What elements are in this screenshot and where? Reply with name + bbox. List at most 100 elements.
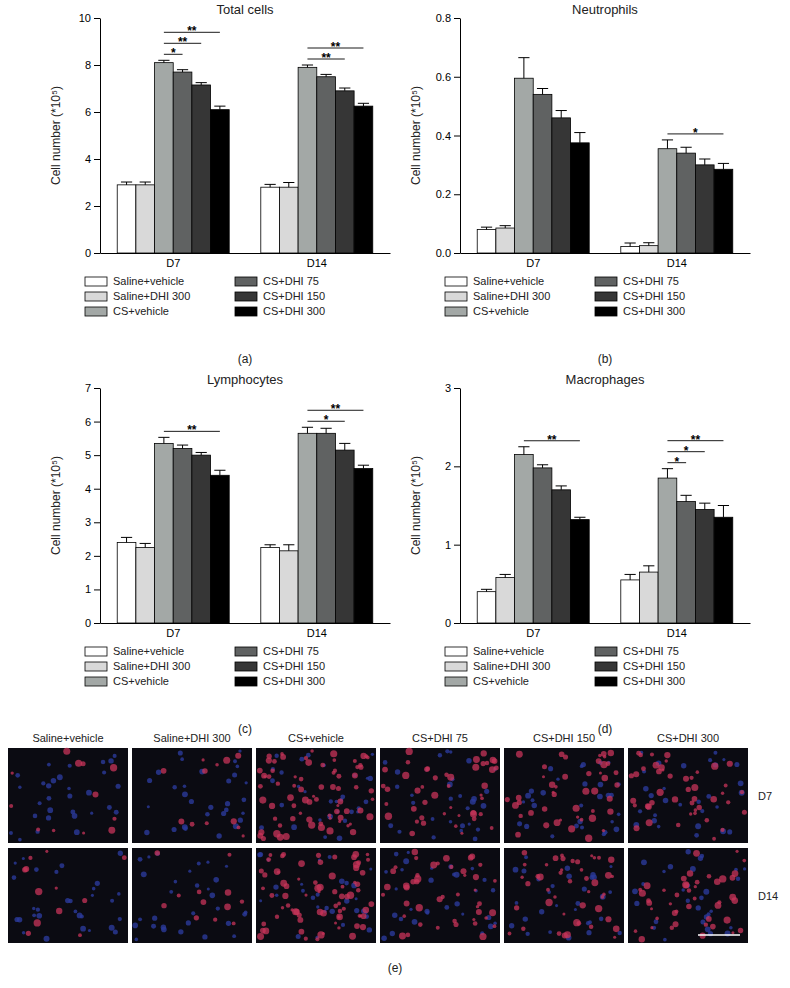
stained-cell — [589, 924, 594, 929]
stained-cell — [313, 880, 318, 885]
panel: LymphocytesCell number (*10⁵)01234567D7D… — [49, 372, 391, 736]
nucleus — [634, 901, 639, 906]
stained-cell — [34, 919, 41, 926]
stained-cell — [242, 834, 245, 837]
stained-cell — [472, 918, 475, 921]
stained-cell — [412, 849, 419, 856]
nucleus — [392, 913, 397, 918]
stained-cell — [356, 888, 360, 892]
error-bar — [145, 543, 146, 547]
stained-cell — [520, 876, 523, 879]
error-bar — [561, 111, 562, 118]
nucleus — [407, 851, 410, 854]
nucleus — [388, 823, 393, 828]
stained-cell — [304, 756, 308, 760]
panel-label: (e) — [388, 961, 403, 975]
tick-label: 10 — [79, 12, 91, 24]
nucleus — [36, 913, 42, 919]
legend-item: CS+vehicle — [445, 305, 529, 317]
legend: Saline+vehicleSaline+DHI 300CS+vehicleCS… — [445, 645, 685, 687]
stained-cell — [110, 764, 117, 771]
stained-cell — [517, 800, 522, 805]
nucleus — [706, 794, 711, 799]
significance-label: * — [171, 46, 176, 60]
tick-mark — [454, 18, 460, 19]
legend-swatch — [235, 292, 257, 301]
stained-cell — [742, 810, 747, 815]
stained-cell — [259, 869, 264, 874]
bar — [335, 91, 354, 253]
tick: 7 — [85, 382, 100, 394]
nucleus — [299, 757, 304, 762]
error-cap — [196, 452, 207, 453]
nucleus — [470, 799, 476, 805]
nucleus — [316, 905, 319, 908]
stained-cell — [740, 790, 744, 794]
stained-cell — [693, 850, 700, 857]
stained-cell — [330, 750, 337, 757]
stained-cell — [351, 854, 357, 860]
stained-cell — [418, 922, 423, 927]
tick-mark — [94, 206, 100, 207]
nucleus — [327, 814, 333, 820]
stained-cell — [591, 788, 598, 795]
bar — [496, 228, 515, 253]
legend-swatch — [445, 307, 467, 316]
legend-label: CS+DHI 300 — [623, 675, 685, 687]
stained-cell — [665, 759, 668, 762]
error-cap — [339, 88, 350, 89]
y-axis: 0.00.20.40.60.8 — [436, 12, 461, 259]
stained-cell — [452, 919, 457, 924]
legend-swatch — [85, 307, 107, 316]
nucleus — [608, 890, 612, 894]
stained-cell — [630, 798, 636, 804]
nucleus — [22, 857, 25, 860]
nucleus — [161, 927, 167, 933]
significance-label: ** — [547, 433, 557, 447]
nucleus — [481, 803, 487, 809]
stained-cell — [190, 822, 195, 827]
stained-cell — [590, 854, 593, 857]
error-cap — [662, 139, 673, 140]
tick: 10 — [79, 12, 100, 24]
stained-cell — [738, 928, 743, 933]
nucleus — [581, 762, 586, 767]
nucleus — [258, 852, 263, 857]
nucleus — [700, 854, 705, 859]
legend-item: Saline+vehicle — [85, 275, 184, 287]
bar — [533, 468, 552, 623]
tick: D14 — [667, 253, 687, 269]
stained-cell — [332, 889, 337, 894]
nucleus — [678, 803, 682, 807]
tick-mark — [94, 556, 100, 557]
nucleus — [431, 835, 435, 839]
stained-cell — [731, 897, 738, 904]
bar — [317, 77, 336, 253]
stained-cell — [326, 827, 333, 834]
nucleus — [67, 793, 72, 798]
stained-cell — [633, 803, 637, 807]
error-cap — [681, 147, 692, 148]
legend-label: Saline+vehicle — [113, 275, 184, 287]
nucleus — [169, 890, 173, 894]
nucleus — [399, 917, 404, 922]
stained-cell — [724, 784, 728, 788]
stained-cell — [36, 827, 40, 831]
error-bar — [704, 159, 705, 165]
stained-cell — [443, 812, 446, 815]
stained-cell — [9, 804, 13, 808]
legend-label: CS+DHI 75 — [623, 275, 679, 287]
error-bar — [667, 469, 668, 478]
tick-mark — [94, 65, 100, 66]
error-cap — [481, 227, 492, 228]
stained-cell — [337, 926, 340, 929]
micrograph-background — [132, 748, 252, 843]
nucleus — [147, 805, 150, 808]
nucleus — [41, 781, 45, 785]
stained-cell — [714, 878, 721, 885]
nucleus — [394, 852, 399, 857]
error-cap — [339, 443, 350, 444]
stained-cell — [269, 803, 275, 809]
nucleus — [110, 899, 114, 903]
stained-cell — [406, 933, 411, 938]
